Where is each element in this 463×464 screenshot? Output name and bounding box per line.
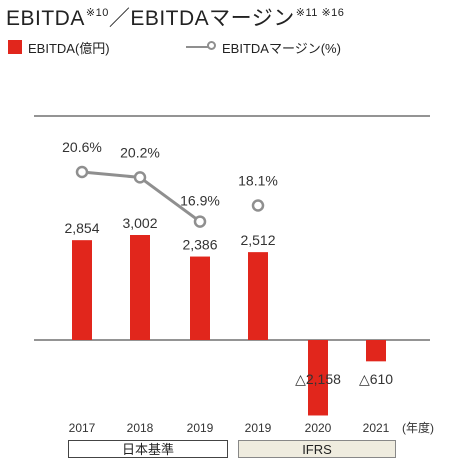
ifrs-group-label: IFRS (238, 440, 396, 458)
margin-point-0 (75, 165, 89, 179)
bar-value-label-5: △610 (359, 371, 393, 387)
bar-2017-0 (72, 240, 92, 340)
title-note-1: ※10 (85, 7, 109, 19)
title-separator: ／ (108, 7, 131, 30)
margin-point-2 (193, 215, 207, 228)
bar-2019-2 (190, 256, 210, 340)
title-margin: EBITDAマージン (130, 7, 295, 30)
jgaap-group-label: 日本基準 (68, 440, 228, 458)
bar-2019-3 (248, 252, 268, 340)
bar-value-label-2: 2,386 (182, 237, 217, 253)
legend-item-ebitda: EBITDA(億円) (8, 38, 110, 56)
margin-value-label-0: 20.6% (62, 139, 102, 155)
bar-value-label-3: 2,512 (240, 232, 275, 248)
bar-value-label-1: 3,002 (122, 215, 157, 231)
x-tick-label-1: 2018 (127, 421, 154, 435)
margin-point-3 (251, 199, 265, 212)
legend-line-label: EBITDAマージン(%) (222, 40, 341, 56)
margin-point-1 (133, 171, 147, 184)
margin-value-label-2: 16.9% (180, 193, 220, 209)
legend-line-marker (186, 40, 216, 54)
title-note-2: ※11 ※16 (295, 7, 345, 19)
margin-value-label-1: 20.2% (120, 144, 160, 160)
chart-title: EBITDA※10／EBITDAマージン※11 ※16 (6, 2, 344, 32)
bar-2020-4 (308, 340, 328, 416)
x-tick-label-4: 2020 (305, 421, 332, 435)
x-tick-label-0: 2017 (69, 421, 96, 435)
x-tick-label-5: 2021 (363, 421, 390, 435)
bar-2021-5 (366, 340, 386, 362)
bar-value-label-4: △2,158 (295, 371, 341, 387)
bar-value-label-0: 2,854 (64, 220, 99, 236)
title-ebitda: EBITDA (6, 7, 85, 30)
margin-value-label-3: 18.1% (238, 173, 278, 189)
bar-2018-1 (130, 235, 150, 340)
legend-bar-label: EBITDA(億円) (28, 40, 110, 56)
legend-bar-swatch (8, 40, 22, 54)
x-tick-label-3: 2019 (245, 421, 272, 435)
x-unit-label: (年度) (402, 420, 434, 435)
legend-item-margin: EBITDAマージン(%) (186, 38, 341, 56)
x-tick-label-2: 2019 (187, 421, 214, 435)
